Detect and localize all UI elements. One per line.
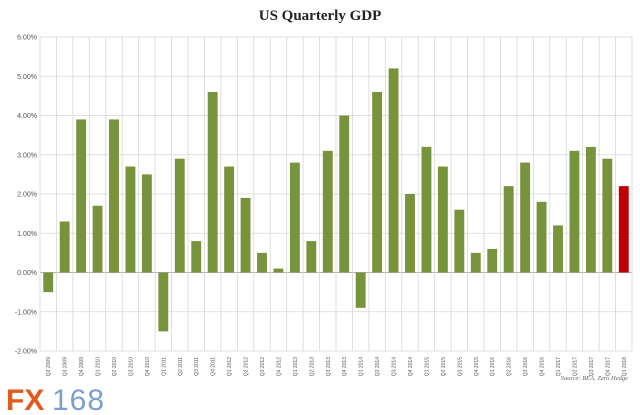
bar bbox=[487, 248, 498, 273]
x-tick-label: Q3 2017 bbox=[589, 357, 595, 376]
bar bbox=[224, 166, 235, 273]
bar bbox=[289, 162, 300, 273]
bar bbox=[388, 68, 399, 273]
x-tick-label: Q3 2012 bbox=[260, 357, 266, 376]
x-tick-label: Q4 2013 bbox=[342, 357, 348, 376]
x-tick-label: Q1 2016 bbox=[490, 357, 496, 376]
fx168-logo: FX 168 bbox=[6, 384, 105, 415]
bar bbox=[437, 166, 448, 273]
bar bbox=[141, 174, 152, 273]
x-tick-label: Q2 2014 bbox=[375, 357, 381, 376]
x-tick-label: Q2 2011 bbox=[178, 357, 184, 376]
y-tick-label: 3.00% bbox=[17, 152, 37, 159]
bar bbox=[470, 252, 481, 273]
bar bbox=[553, 225, 563, 273]
y-tick-label: -2.00% bbox=[15, 349, 37, 356]
x-tick-label: Q3 2016 bbox=[523, 357, 529, 376]
source-note: Source: BEA, Zero Hedge bbox=[561, 375, 629, 382]
bar bbox=[125, 166, 136, 273]
x-tick-label: Q2 2010 bbox=[112, 357, 118, 376]
x-tick-label: Q2 2013 bbox=[309, 357, 315, 376]
x-tick-label: Q1 2010 bbox=[96, 357, 102, 376]
x-tick-label: Q4 2015 bbox=[474, 357, 480, 376]
bar bbox=[405, 194, 415, 273]
logo-prefix: FX bbox=[6, 384, 44, 415]
x-tick-label: Q2 2009 bbox=[46, 357, 52, 376]
x-tick-label: Q3 2009 bbox=[63, 357, 69, 376]
x-tick-label: Q1 2015 bbox=[424, 357, 430, 376]
bar bbox=[602, 158, 613, 273]
y-tick-label: -1.00% bbox=[15, 309, 37, 316]
bar bbox=[569, 150, 580, 273]
bar bbox=[174, 158, 185, 273]
bar bbox=[109, 119, 119, 273]
bar bbox=[536, 201, 547, 273]
bar bbox=[503, 186, 514, 273]
logo-number: 168 bbox=[52, 384, 105, 415]
y-tick-label: 6.00% bbox=[17, 35, 37, 42]
x-tick-label: Q2 2012 bbox=[244, 357, 250, 376]
y-tick-label: 4.00% bbox=[17, 113, 37, 120]
bar bbox=[355, 272, 366, 308]
x-tick-label: Q4 2011 bbox=[211, 357, 217, 376]
bar bbox=[257, 252, 267, 273]
bar bbox=[306, 241, 317, 273]
bar bbox=[585, 146, 596, 273]
y-tick-label: 0.00% bbox=[17, 270, 37, 277]
x-tick-label: Q1 2014 bbox=[359, 357, 365, 376]
bar bbox=[339, 115, 350, 273]
x-tick-label: Q4 2012 bbox=[276, 357, 282, 376]
x-tick-label: Q3 2010 bbox=[128, 357, 134, 376]
x-tick-label: Q2 2017 bbox=[572, 357, 578, 376]
x-tick-label: Q4 2016 bbox=[540, 357, 546, 376]
grid-layer bbox=[39, 36, 633, 352]
bar bbox=[43, 272, 54, 293]
bar bbox=[322, 150, 333, 273]
y-tick-label: 1.00% bbox=[17, 231, 37, 238]
bar bbox=[372, 91, 383, 273]
bars-layer bbox=[43, 68, 629, 332]
bar bbox=[92, 205, 103, 273]
x-tick-label: Q3 2015 bbox=[457, 357, 463, 376]
x-tick-label: Q1 2011 bbox=[161, 357, 167, 376]
y-axis-ticks: -2.00% -1.00% 0.00% 1.00% 2.00% 3.00% 4.00% 5.0… bbox=[15, 35, 37, 356]
x-tick-label: Q1 2013 bbox=[293, 357, 299, 376]
bar bbox=[191, 241, 202, 273]
bar bbox=[520, 162, 531, 273]
x-tick-label: Q1 2018 bbox=[622, 357, 628, 376]
bar bbox=[240, 197, 251, 273]
bar bbox=[158, 272, 169, 332]
y-tick-label: 2.00% bbox=[17, 192, 37, 199]
chart-title: US Quarterly GDP bbox=[259, 8, 381, 24]
bar-highlight bbox=[618, 186, 629, 273]
x-tick-label: Q2 2015 bbox=[441, 357, 447, 376]
x-tick-label: Q3 2013 bbox=[326, 357, 332, 376]
bar bbox=[207, 91, 218, 273]
x-tick-label: Q4 2009 bbox=[79, 357, 85, 376]
y-tick-label: 5.00% bbox=[17, 74, 37, 81]
x-tick-label: Q4 2010 bbox=[145, 357, 151, 376]
x-tick-label: Q1 2017 bbox=[556, 357, 562, 376]
x-tick-label: Q3 2011 bbox=[194, 357, 200, 376]
x-tick-label: Q2 2016 bbox=[507, 357, 513, 376]
x-tick-label: Q4 2017 bbox=[605, 357, 611, 376]
bar bbox=[59, 221, 70, 273]
bar bbox=[421, 146, 432, 273]
x-tick-label: Q1 2012 bbox=[227, 357, 233, 376]
x-axis-ticks: Q2 2009 Q3 2009 Q4 2009 Q1 2010 Q2 2010 Q3 20… bbox=[46, 357, 628, 376]
bar bbox=[273, 268, 284, 273]
bar bbox=[454, 209, 465, 273]
x-tick-label: Q3 2014 bbox=[392, 357, 398, 376]
bar bbox=[76, 119, 87, 273]
x-tick-label: Q4 2014 bbox=[408, 357, 414, 376]
